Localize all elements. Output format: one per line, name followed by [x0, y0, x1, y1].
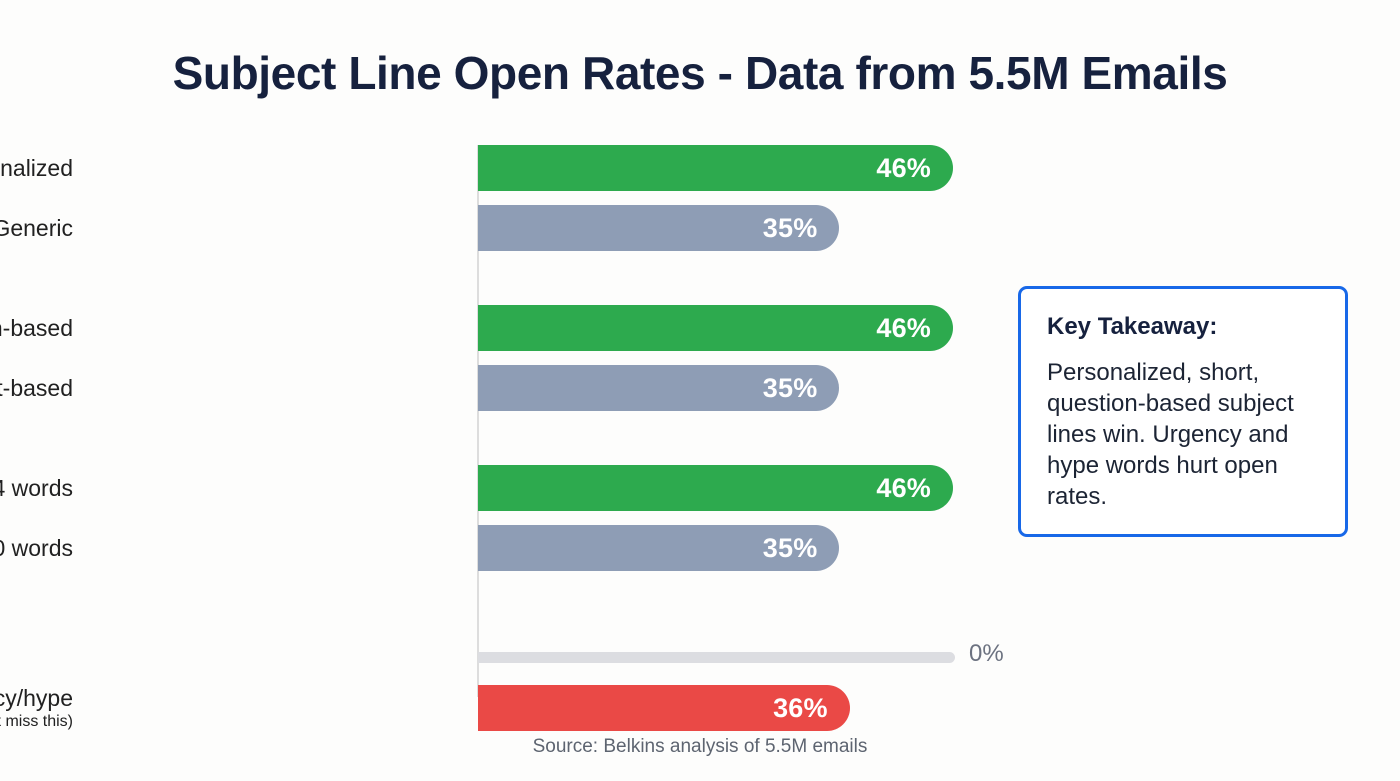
bar: 36%	[478, 685, 850, 731]
bar-value-label: 46%	[876, 152, 931, 183]
bar-label-primary: Question-based	[0, 314, 73, 341]
bar-value-label: 0%	[969, 640, 1004, 667]
bar: 35%	[478, 525, 840, 571]
bar-label-primary: Urgency/hype	[0, 684, 73, 711]
bar-category-label: Urgency/hype(ASAP, Do not miss this)	[0, 685, 73, 731]
bar-label-primary: 2-4 words	[0, 474, 73, 501]
bar-row: Statement-based 35%	[0, 365, 1010, 411]
bar-group: Tone0%Urgency/hype(ASAP, Do not miss thi…	[0, 625, 1010, 731]
key-takeaway-body: Personalized, short, question-based subj…	[1047, 359, 1294, 510]
bar-value-label: 35%	[762, 212, 818, 243]
bar-row: Personalized 46%	[0, 145, 1010, 191]
bar-value-label: 35%	[762, 532, 818, 563]
chart-plot-area: PersonalizationPersonalized46%Generic35%…	[0, 140, 1400, 731]
bar-label-primary: Generic	[0, 214, 73, 241]
bar-row: 9-10 words 35%	[0, 525, 1010, 571]
bar-category-label: Generic	[0, 205, 73, 251]
key-takeaway-heading: Key Takeaway:	[1047, 313, 1218, 340]
bar: 46%	[478, 305, 953, 351]
bar: 35%	[478, 365, 840, 411]
bar-category-label: 2-4 words	[0, 465, 73, 511]
bar: 46%	[478, 145, 953, 191]
bar-label-primary: 9-10 words	[0, 534, 73, 561]
bar-value-label: 46%	[876, 472, 931, 503]
bar: 35%	[478, 205, 840, 251]
source-note: Source: Belkins analysis of 5.5M emails	[532, 736, 868, 757]
bar-row: Generic 35%	[0, 205, 1010, 251]
page-title: Subject Line Open Rates - Data from 5.5M…	[172, 47, 1228, 99]
bar-row: Question-based 46%	[0, 305, 1010, 351]
bar-category-label: Personalized	[0, 145, 73, 191]
zero-track-bar	[478, 652, 955, 663]
bar: 46%	[478, 465, 953, 511]
bar-label-secondary: (ASAP, Do not miss this)	[0, 712, 73, 730]
bar-value-label: 36%	[773, 692, 828, 723]
bar-category-label: Question-based	[0, 305, 73, 351]
bar-row: 2-4 words 46%	[0, 465, 1010, 511]
bar-label-primary: Statement-based	[0, 374, 73, 401]
bar-row: Urgency/hype(ASAP, Do not miss this) 36%	[0, 685, 1010, 731]
bar-row: 0%	[0, 625, 1010, 671]
key-takeaway-box: Key Takeaway: Personalized, short, quest…	[1018, 286, 1348, 537]
bar-value-label: 46%	[876, 312, 931, 343]
bar-value-label: 35%	[762, 372, 818, 403]
bar-category-label: Statement-based	[0, 365, 73, 411]
y-axis-line	[477, 145, 479, 697]
bar-group: FormatQuestion-based46%Statement-based35…	[0, 305, 1010, 411]
bar-category-label: 9-10 words	[0, 525, 73, 571]
bar-label-primary: Personalized	[0, 154, 73, 181]
